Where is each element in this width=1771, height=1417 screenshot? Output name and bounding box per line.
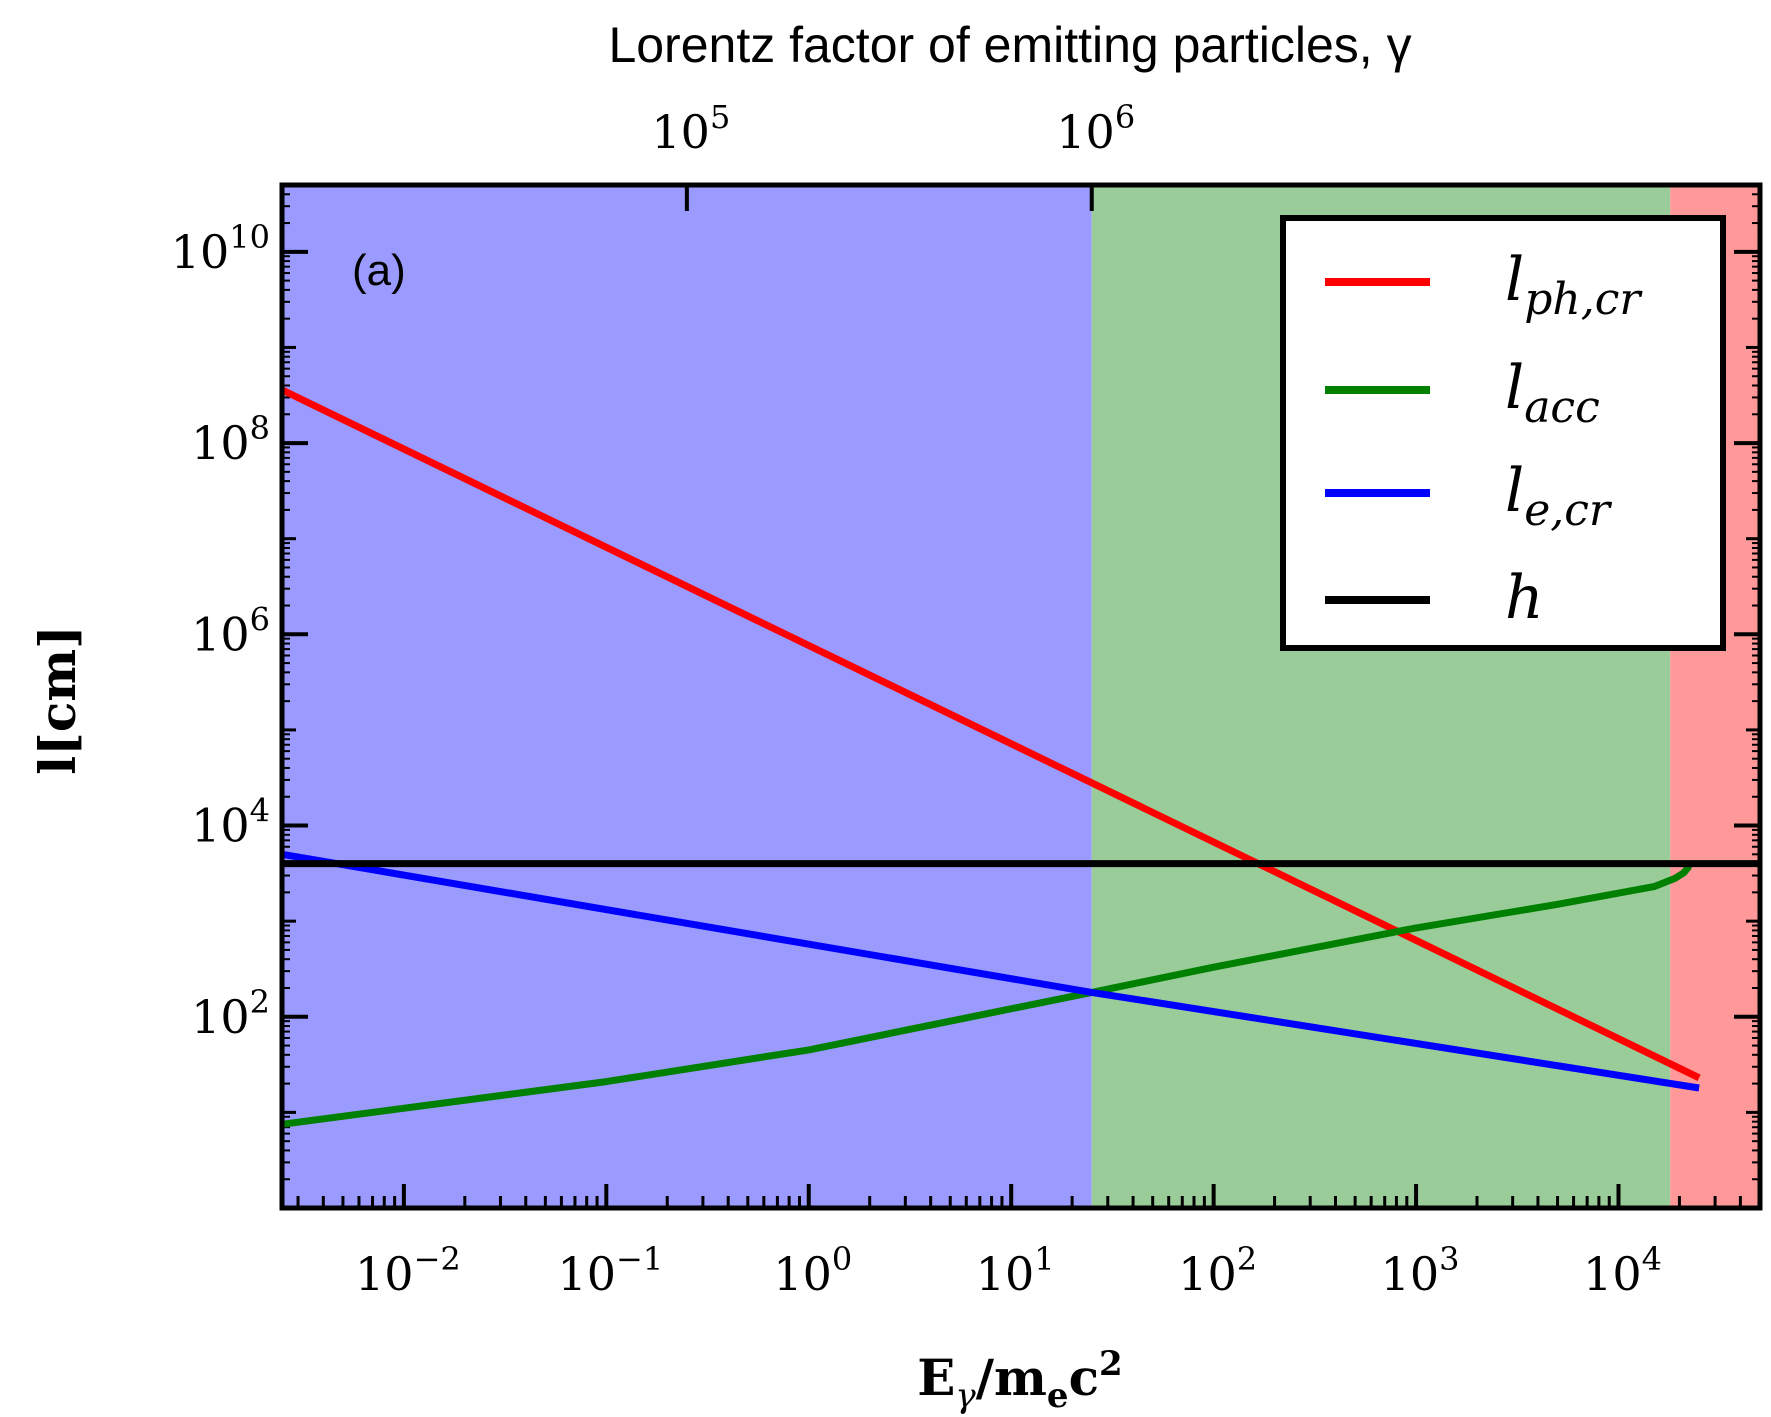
x-axis-title-gamma: γ: [955, 1376, 976, 1416]
series-line-l_acc: [281, 862, 1693, 1128]
plot-frame: [279, 182, 1763, 1211]
x-tick-label-base: 10: [1381, 1247, 1440, 1301]
y-tick-label-exp: 10: [229, 218, 270, 256]
panel-label: (a): [352, 246, 406, 295]
x-tick-label-base: 10: [557, 1247, 616, 1301]
x-tick-label-exp: −1: [616, 1240, 663, 1278]
x-axis-title-slash: /: [976, 1348, 995, 1407]
x-tick-label-base: 10: [773, 1247, 832, 1301]
x-tick-label: 103: [1381, 1240, 1460, 1301]
legend-label-sub: ph,cr: [1524, 274, 1643, 325]
x-tick-label-exp: 3: [1439, 1240, 1459, 1278]
x-tick-label-base: 10: [1583, 1247, 1642, 1301]
y-tick-label-exp: 6: [250, 600, 270, 638]
x-tick-label: 102: [1178, 1240, 1257, 1301]
x-tick-label-base: 10: [1178, 1247, 1237, 1301]
y-tick-label: 104: [191, 792, 270, 853]
legend-label-sub: acc: [1524, 382, 1600, 433]
y-tick-label-base: 10: [191, 607, 250, 661]
y-tick-label: 108: [191, 409, 270, 470]
y-tick-label-exp: 4: [250, 792, 270, 830]
legend-label-h: h: [1505, 563, 1544, 633]
x-tick-label-exp: −2: [414, 1240, 461, 1278]
x-tick-label-base: 10: [976, 1247, 1035, 1301]
x-tick-label-exp: 1: [1034, 1240, 1054, 1278]
x-tick-label: 10−2: [355, 1240, 461, 1301]
x-tick-label-exp: 4: [1642, 1240, 1662, 1278]
y-tick-label-base: 10: [171, 225, 230, 279]
y-tick-label-base: 10: [191, 799, 250, 853]
x-tick-label: 100: [773, 1240, 852, 1301]
tick-labels: 10−2 10−1 100 101 102 103 10410210410610810101…: [171, 98, 1662, 1301]
top-tick-label-exp: 5: [710, 98, 730, 136]
blue-region: [282, 185, 1092, 1208]
series-line-l_e,cr: [281, 850, 1700, 1092]
x-axis-title-m: m: [994, 1348, 1047, 1407]
x-axis-title-c: c: [1069, 1348, 1099, 1407]
x-tick-label-exp: 2: [1237, 1240, 1257, 1278]
legend-box: [1280, 215, 1726, 651]
x-axis-title-e: e: [1047, 1376, 1069, 1416]
y-tick-label: 1010: [171, 218, 270, 279]
y-tick-label-base: 10: [191, 990, 250, 1044]
x-tick-label-exp: 0: [832, 1240, 852, 1278]
y-tick-label: 106: [191, 600, 270, 661]
top-tick-label: 106: [1056, 98, 1135, 159]
series-lines: [280, 386, 1760, 1128]
y-tick-label-exp: 8: [250, 409, 270, 447]
x-axis-title-E: E: [917, 1348, 955, 1407]
x-tick-label: 104: [1583, 1240, 1662, 1301]
x-axis-title-2: 2: [1099, 1344, 1123, 1384]
top-tick-label-base: 10: [651, 105, 710, 159]
legend-label-l_e,cr: le,cr: [1505, 456, 1613, 536]
x-tick-label: 101: [976, 1240, 1055, 1301]
legend-label-main: l: [1505, 456, 1524, 526]
y-tick-label: 102: [191, 983, 270, 1044]
x-tick-label-base: 10: [355, 1247, 414, 1301]
y-tick-label-base: 10: [191, 416, 250, 470]
y-tick-label-exp: 2: [250, 983, 270, 1021]
series-line-l_ph,cr: [280, 386, 1701, 1081]
legend-label-l_acc: lacc: [1505, 353, 1600, 433]
x-axis-title: Eγ/mec2: [917, 1344, 1122, 1416]
top-tick-label-base: 10: [1056, 105, 1115, 159]
x-tick-label: 10−1: [557, 1240, 663, 1301]
legend-label-main: h: [1505, 563, 1544, 633]
top-tick-label: 105: [651, 98, 730, 159]
legend-label-main: l: [1505, 245, 1524, 315]
legend-label-main: l: [1505, 353, 1524, 423]
top-tick-label-exp: 6: [1115, 98, 1135, 136]
y-axis-title: l[cm]: [28, 625, 87, 775]
major-ticks: [282, 185, 1760, 1208]
top-axis-title: Lorentz factor of emitting particles, γ: [608, 17, 1411, 73]
legend-label-sub: e,cr: [1524, 485, 1613, 536]
legend-label-l_ph,cr: lph,cr: [1505, 245, 1643, 325]
